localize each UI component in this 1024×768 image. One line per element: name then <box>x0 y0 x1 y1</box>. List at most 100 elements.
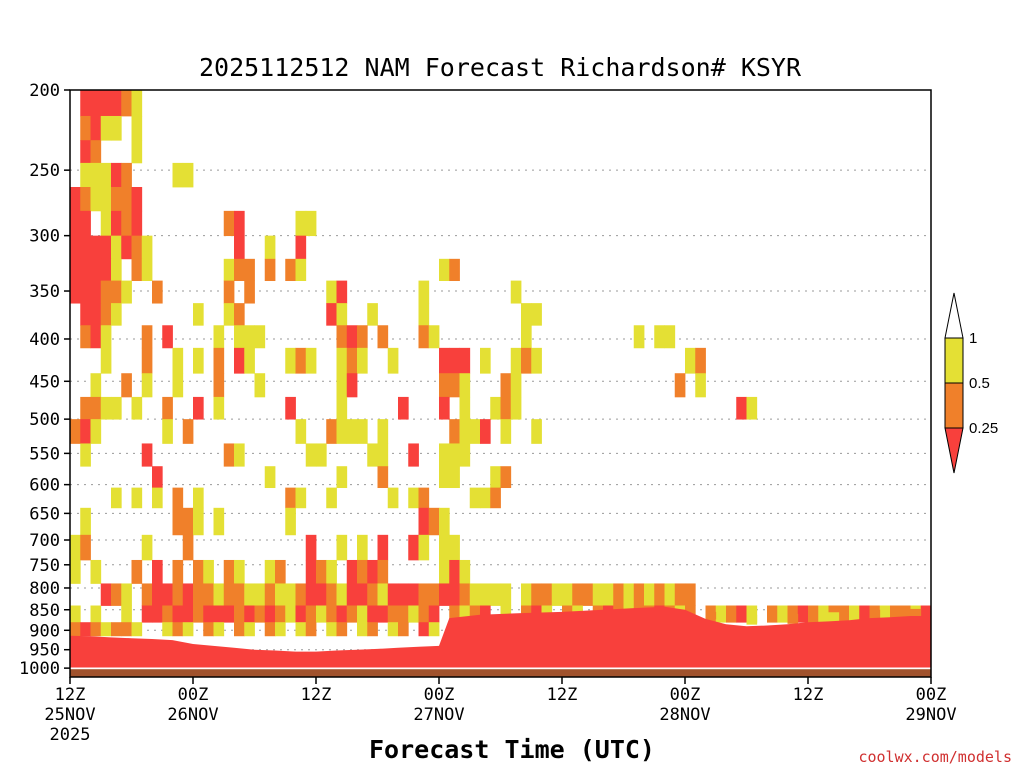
ri-cell-290 <box>439 583 450 606</box>
ri-cell-145 <box>674 373 686 398</box>
ri-cell-135 <box>172 373 184 398</box>
ri-cell-277 <box>305 583 317 606</box>
ri-cell-138 <box>336 373 348 398</box>
ri-cell-46 <box>234 235 245 260</box>
ri-cell-178 <box>469 419 481 444</box>
ri-cell-214 <box>480 487 491 509</box>
y-tick-label-600: 600 <box>29 476 60 496</box>
ri-cell-80 <box>111 303 122 326</box>
ri-cell-119 <box>336 347 348 374</box>
ri-cell-249 <box>316 559 327 584</box>
x-tick-label-1-0: 00Z <box>178 685 209 705</box>
ri-cell-196 <box>336 466 348 489</box>
ri-cell-130 <box>685 347 696 374</box>
ri-cell-191 <box>439 443 450 467</box>
ri-cell-248 <box>305 559 317 584</box>
ri-cell-121 <box>357 347 368 374</box>
ri-cell-242 <box>193 559 204 584</box>
ri-cell-308 <box>633 583 645 606</box>
ri-cell-305 <box>603 583 614 606</box>
ri-cell-338 <box>357 605 368 623</box>
ri-cell-297 <box>521 583 532 606</box>
ri-cell-55 <box>141 258 153 282</box>
ri-cell-409 <box>387 622 399 637</box>
ri-cell-79 <box>100 303 112 326</box>
ri-cell-207 <box>285 487 296 509</box>
ri-cell-47 <box>264 235 276 260</box>
ri-cell-115 <box>244 347 255 374</box>
ri-cell-217 <box>172 507 184 536</box>
ri-cell-345 <box>428 605 440 623</box>
ri-cell-324 <box>213 605 225 623</box>
ri-cell-48 <box>295 235 307 260</box>
ri-cell-114 <box>234 347 245 374</box>
ri-cell-278 <box>316 583 327 606</box>
ri-cell-180 <box>500 419 512 444</box>
ri-cell-408 <box>367 622 378 637</box>
ri-cell-392 <box>121 622 132 637</box>
ri-cell-60 <box>285 258 296 282</box>
credit-text: coolwx.com/models <box>858 748 1012 766</box>
ri-cell-374 <box>797 605 809 623</box>
ri-cell-77 <box>80 303 91 326</box>
ri-cell-195 <box>264 466 276 489</box>
ri-cell-161 <box>500 396 512 420</box>
ri-cell-88 <box>521 303 532 326</box>
ri-cell-371 <box>767 605 778 623</box>
ri-cell-188 <box>367 443 378 467</box>
y-tick-label-350: 350 <box>29 282 60 302</box>
ri-cell-21 <box>70 186 81 212</box>
ri-cell-82 <box>223 303 235 326</box>
ri-cell-329 <box>264 605 276 623</box>
ri-cell-117 <box>295 347 307 374</box>
ri-cell-152 <box>162 396 173 420</box>
ri-cell-213 <box>469 487 481 509</box>
ri-cell-131 <box>695 347 706 374</box>
ri-cell-412 <box>428 622 440 637</box>
ri-cell-226 <box>80 534 91 561</box>
ri-cell-220 <box>213 507 225 536</box>
y-tick-label-900: 900 <box>29 621 60 641</box>
ri-cell-126 <box>480 347 491 374</box>
ri-cell-75 <box>418 280 430 304</box>
ri-cell-396 <box>182 622 194 637</box>
ri-cell-186 <box>305 443 317 467</box>
ri-cell-102 <box>377 325 389 349</box>
color-legend: 1 0.5 0.25 <box>944 292 998 474</box>
x-tick-label-0-0: 12Z <box>55 685 86 705</box>
ri-cell-37 <box>305 210 317 237</box>
ri-cell-273 <box>264 583 276 606</box>
ri-cell-223 <box>428 507 440 536</box>
ri-cell-140 <box>439 373 450 398</box>
ri-cell-39 <box>80 235 91 260</box>
ri-cell-386 <box>920 605 932 623</box>
ri-cell-252 <box>357 559 368 584</box>
ri-cell-411 <box>418 622 430 637</box>
ri-cell-65 <box>80 280 91 304</box>
ri-cell-349 <box>480 605 491 623</box>
ri-cell-325 <box>223 605 235 623</box>
ri-cell-382 <box>879 605 891 623</box>
ri-cell-403 <box>295 622 307 637</box>
ri-cell-310 <box>654 583 665 606</box>
ri-cell-157 <box>398 396 409 420</box>
ri-cell-57 <box>234 258 245 282</box>
ri-cell-143 <box>500 373 512 398</box>
ri-cell-49 <box>70 258 81 282</box>
ri-cell-257 <box>459 559 471 584</box>
ri-cell-319 <box>162 605 173 623</box>
ri-cell-177 <box>459 419 471 444</box>
ri-cell-393 <box>131 622 143 637</box>
ri-cell-326 <box>234 605 245 623</box>
y-tick-label-300: 300 <box>29 227 60 247</box>
ri-cell-87 <box>418 303 430 326</box>
ri-cell-384 <box>900 605 911 623</box>
ri-cell-219 <box>193 507 204 536</box>
ri-cell-317 <box>141 605 153 623</box>
ri-cell-24 <box>100 186 112 212</box>
ri-cell-54 <box>131 258 143 282</box>
ri-cell-22 <box>80 186 91 212</box>
ri-cell-163 <box>736 396 747 420</box>
ri-cell-40 <box>90 235 102 260</box>
